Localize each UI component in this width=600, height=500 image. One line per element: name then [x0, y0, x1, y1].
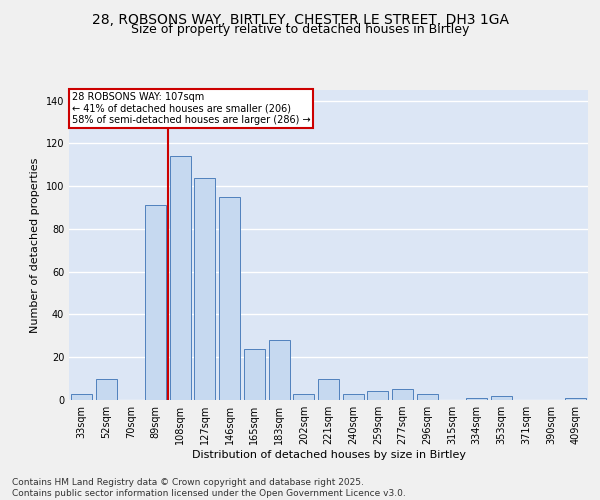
Bar: [293, 394, 314, 400]
Bar: [491, 396, 512, 400]
Bar: [367, 392, 388, 400]
Bar: [318, 378, 339, 400]
Bar: [392, 390, 413, 400]
Bar: [417, 394, 438, 400]
Y-axis label: Number of detached properties: Number of detached properties: [30, 158, 40, 332]
Text: 28, ROBSONS WAY, BIRTLEY, CHESTER LE STREET, DH3 1GA: 28, ROBSONS WAY, BIRTLEY, CHESTER LE STR…: [91, 12, 509, 26]
Bar: [194, 178, 215, 400]
Bar: [219, 197, 240, 400]
Bar: [269, 340, 290, 400]
Bar: [71, 394, 92, 400]
Text: Contains HM Land Registry data © Crown copyright and database right 2025.
Contai: Contains HM Land Registry data © Crown c…: [12, 478, 406, 498]
Bar: [565, 398, 586, 400]
Text: Size of property relative to detached houses in Birtley: Size of property relative to detached ho…: [131, 22, 469, 36]
Bar: [466, 398, 487, 400]
Bar: [95, 378, 116, 400]
Text: 28 ROBSONS WAY: 107sqm
← 41% of detached houses are smaller (206)
58% of semi-de: 28 ROBSONS WAY: 107sqm ← 41% of detached…: [71, 92, 310, 124]
Bar: [170, 156, 191, 400]
X-axis label: Distribution of detached houses by size in Birtley: Distribution of detached houses by size …: [191, 450, 466, 460]
Bar: [244, 348, 265, 400]
Bar: [343, 394, 364, 400]
Bar: [145, 206, 166, 400]
